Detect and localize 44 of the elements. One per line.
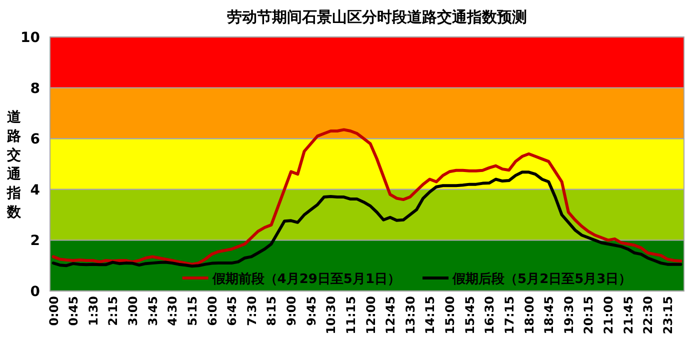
x-tick-label: 17:15 <box>502 296 516 334</box>
x-tick-label: 0:45 <box>66 296 81 326</box>
x-tick-label: 9:45 <box>304 296 318 326</box>
x-tick-label: 3:00 <box>126 296 140 326</box>
y-tick-label: 2 <box>30 233 40 250</box>
y-axis-title: 道路交通指数 <box>6 110 22 220</box>
legend-label: 假期前段（4月29日至5月1日） <box>211 272 401 287</box>
x-tick-label: 6:00 <box>205 296 220 326</box>
y-tick-label: 0 <box>30 284 40 300</box>
x-tick-label: 20:15 <box>582 296 596 334</box>
x-tick-label: 12:00 <box>364 296 378 334</box>
x-tick-label: 1:30 <box>86 296 100 326</box>
x-tick-label: 7:30 <box>244 296 259 326</box>
y-tick-label: 8 <box>30 80 40 97</box>
x-tick-label: 5:15 <box>185 296 200 326</box>
x-tick-label: 3:45 <box>146 296 160 326</box>
x-tick-label: 12:45 <box>384 296 398 334</box>
y-tick-label: 6 <box>30 132 40 148</box>
x-tick-label: 11:15 <box>344 296 358 334</box>
x-tick-label: 4:30 <box>166 296 180 326</box>
y-tick-label: 4 <box>30 182 40 198</box>
chart-title: 劳动节期间石景山区分时段道路交通指数预测 <box>227 8 527 26</box>
x-tick-label: 16:30 <box>482 296 497 334</box>
x-tick-label: 21:00 <box>602 296 616 334</box>
x-tick-label: 8:15 <box>264 296 279 326</box>
x-tick-label: 22:30 <box>641 296 656 334</box>
legend-label: 假期后段（5月2日至5月3日） <box>452 271 632 287</box>
x-tick-label: 21:45 <box>621 296 636 334</box>
y-tick-label: 10 <box>20 30 40 46</box>
line-series <box>52 170 682 268</box>
x-tick-label: 10:30 <box>324 296 338 334</box>
x-tick-label: 18:45 <box>542 296 556 334</box>
x-tick-label: 0:00 <box>46 296 61 326</box>
x-tick-label: 15:45 <box>462 296 477 334</box>
line-series <box>52 128 682 266</box>
x-tick-label: 6:45 <box>225 296 240 326</box>
x-tick-label: 13:30 <box>403 296 418 334</box>
x-tick-label: 2:15 <box>106 296 120 326</box>
x-tick-label: 19:30 <box>562 296 576 334</box>
x-tick-label: 9:00 <box>284 296 299 326</box>
x-tick-label: 23:15 <box>660 296 675 334</box>
x-tick-label: 15:00 <box>443 296 458 334</box>
x-tick-label: 14:15 <box>423 296 438 334</box>
x-tick-label: 18:00 <box>522 296 536 334</box>
